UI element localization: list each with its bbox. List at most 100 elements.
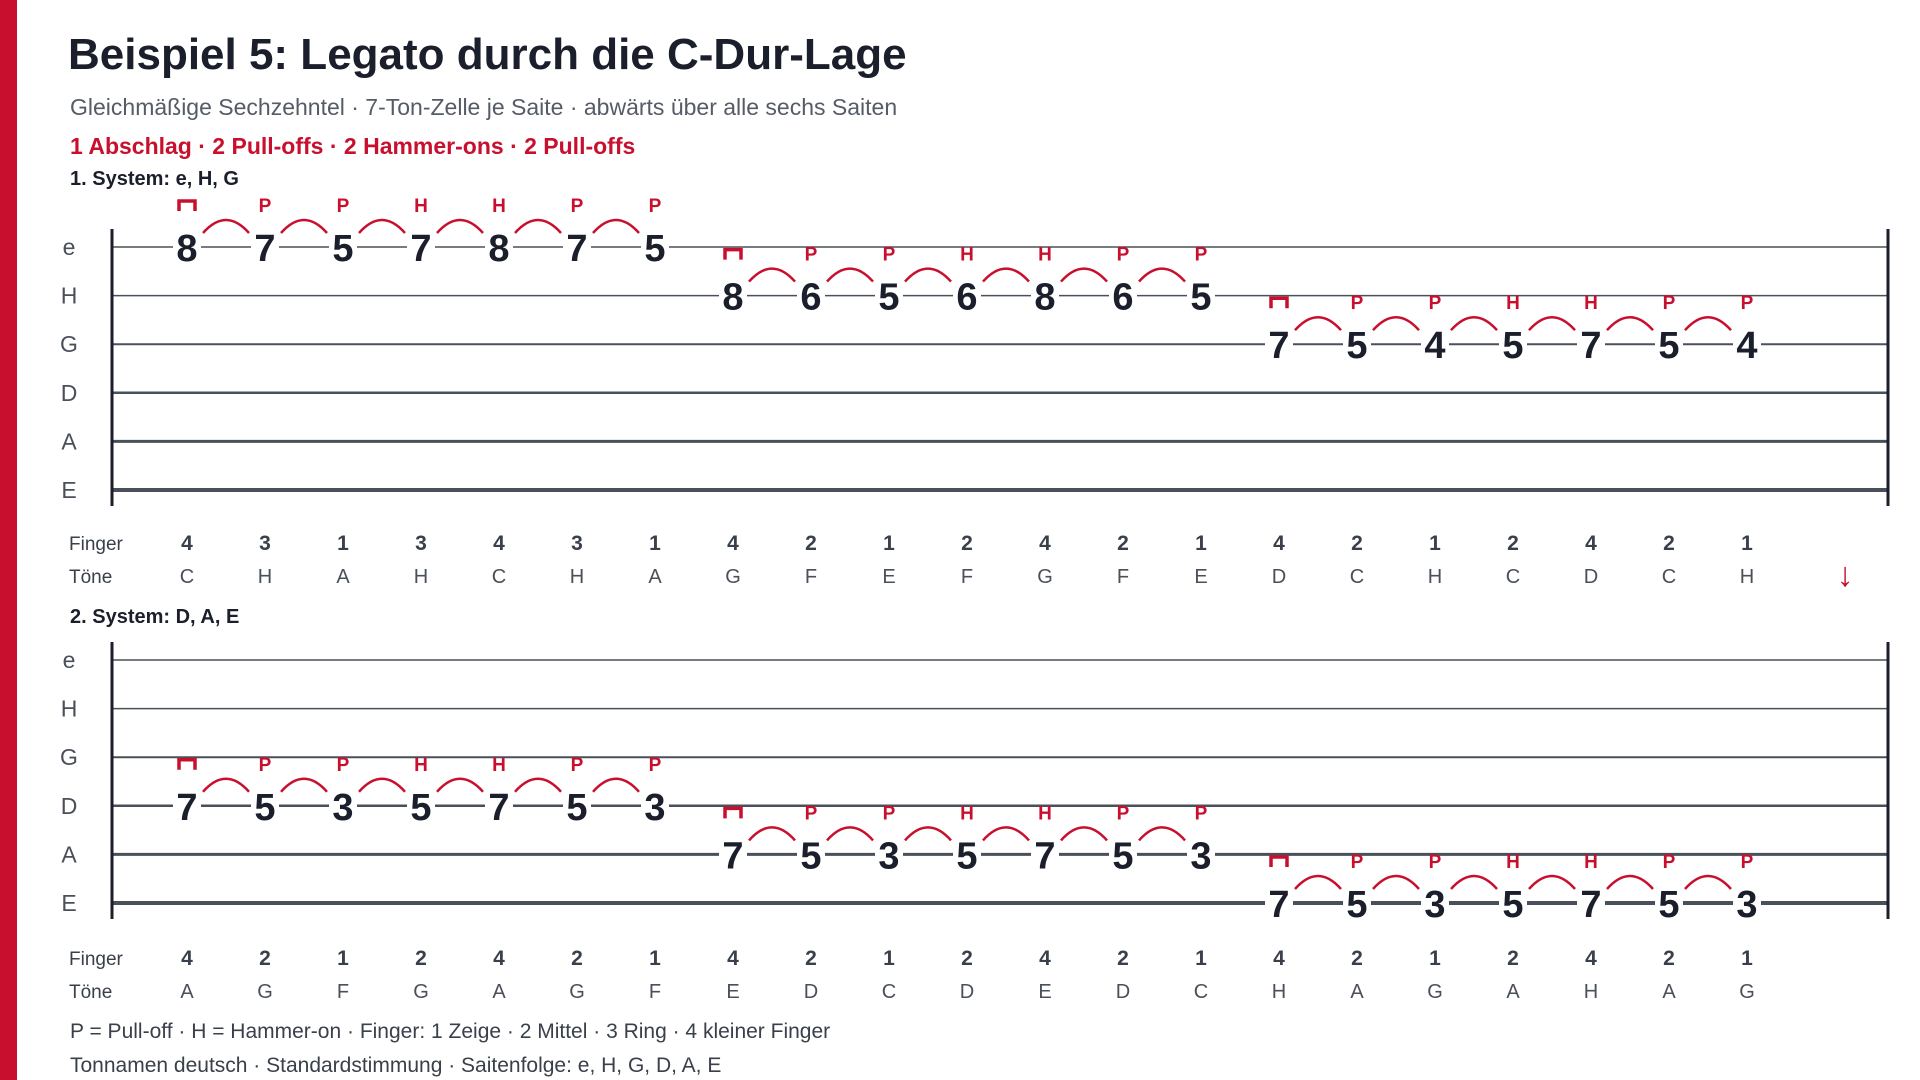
fret-backdrop — [1499, 885, 1527, 921]
fret-number: 5 — [1190, 277, 1211, 319]
technique-mark: P — [337, 196, 350, 217]
technique-mark: H — [1584, 293, 1598, 314]
downstroke-icon — [1269, 855, 1289, 867]
slur-arc — [280, 218, 328, 234]
finger-number: 2 — [1507, 532, 1519, 555]
finger-number: 2 — [1351, 947, 1363, 970]
technique-mark: P — [883, 245, 896, 266]
technique-mark: P — [883, 803, 896, 824]
tone-name: G — [569, 981, 585, 1003]
technique-mark: H — [960, 245, 974, 266]
finger-number: 1 — [1429, 532, 1441, 555]
finger-number: 3 — [415, 532, 427, 555]
slur-arc — [904, 267, 952, 283]
fret-number: 5 — [878, 277, 899, 319]
finger-row-label: Finger — [69, 949, 124, 970]
legend-line-1: P = Pull-off · H = Hammer-on · Finger: 1… — [70, 1020, 831, 1043]
slur-arc — [1060, 267, 1108, 283]
fret-number: 7 — [254, 228, 275, 270]
fret-backdrop — [485, 229, 513, 265]
finger-number: 1 — [1195, 947, 1207, 970]
finger-number: 4 — [1273, 947, 1285, 970]
technique-mark: P — [805, 245, 818, 266]
technique-mark: P — [1351, 852, 1364, 873]
fret-number: 7 — [566, 228, 587, 270]
finger-number: 3 — [571, 532, 583, 555]
fret-backdrop — [173, 229, 201, 265]
fret-backdrop — [173, 787, 201, 824]
tone-name: F — [649, 981, 661, 1003]
tone-name: A — [1662, 981, 1676, 1003]
fret-number: 5 — [644, 228, 665, 270]
slur-arc — [436, 777, 484, 793]
fret-number: 5 — [1346, 325, 1367, 367]
slur-arc — [1450, 315, 1498, 332]
technique-mark: H — [1038, 803, 1052, 824]
tone-name: H — [570, 566, 584, 588]
tone-name: C — [180, 566, 194, 588]
technique-mark: P — [1429, 293, 1442, 314]
slur-arc — [358, 218, 406, 234]
fret-number: 8 — [1034, 277, 1055, 319]
slur-arc — [1372, 874, 1420, 890]
slur-arc — [280, 777, 328, 793]
slur-arc — [826, 267, 874, 283]
tone-name: G — [1427, 981, 1443, 1003]
tone-name: D — [1584, 566, 1598, 588]
fret-number: 6 — [1112, 277, 1133, 319]
technique-mark: P — [571, 196, 584, 217]
downstroke-icon — [723, 247, 743, 260]
fret-backdrop — [797, 836, 825, 873]
slur-arc — [202, 218, 250, 234]
fret-backdrop — [875, 836, 903, 873]
system-1-label: 1. System: e, H, G — [70, 168, 239, 190]
tone-name: G — [1037, 566, 1053, 588]
fret-backdrop — [407, 787, 435, 824]
finger-number: 3 — [259, 532, 271, 555]
slur-arc — [1450, 874, 1498, 890]
fret-backdrop — [1265, 885, 1293, 921]
tone-name: A — [180, 981, 194, 1003]
technique-mark: P — [1195, 245, 1208, 266]
fret-number: 7 — [722, 835, 743, 877]
string-name: E — [61, 890, 76, 916]
finger-number: 1 — [1195, 532, 1207, 555]
tone-name: H — [1428, 566, 1442, 588]
technique-mark: P — [571, 755, 584, 776]
finger-number: 4 — [493, 947, 505, 970]
tone-name: G — [725, 566, 741, 588]
tone-name: G — [257, 981, 273, 1003]
fret-number: 5 — [1658, 325, 1679, 367]
downstroke-icon — [1269, 296, 1289, 309]
finger-number: 4 — [1273, 532, 1285, 555]
slur-arc — [436, 218, 484, 234]
finger-number: 1 — [1741, 947, 1753, 970]
tone-name: G — [413, 981, 429, 1003]
string-name: D — [61, 380, 78, 406]
tones-row-label: Töne — [69, 982, 112, 1003]
finger-number: 2 — [1351, 532, 1363, 555]
technique-mark: H — [492, 196, 506, 217]
fret-backdrop — [563, 787, 591, 824]
fret-backdrop — [1421, 326, 1449, 363]
fret-number: 3 — [644, 787, 665, 829]
slur-arc — [982, 826, 1030, 842]
finger-number: 4 — [1039, 532, 1051, 555]
finger-number: 4 — [727, 947, 739, 970]
tone-name: H — [1272, 981, 1286, 1003]
string-name: G — [60, 744, 78, 770]
fret-number: 5 — [1658, 884, 1679, 926]
technique-mark: P — [337, 755, 350, 776]
finger-number: 2 — [805, 532, 817, 555]
fret-backdrop — [1577, 885, 1605, 921]
technique-mark: H — [1584, 852, 1598, 873]
finger-number: 2 — [805, 947, 817, 970]
fret-number: 4 — [1736, 325, 1757, 367]
finger-number: 2 — [1117, 532, 1129, 555]
tone-name: F — [337, 981, 349, 1003]
fret-number: 3 — [1736, 884, 1757, 926]
fret-number: 3 — [878, 835, 899, 877]
technique-mark: P — [649, 755, 662, 776]
technique-mark: H — [960, 803, 974, 824]
